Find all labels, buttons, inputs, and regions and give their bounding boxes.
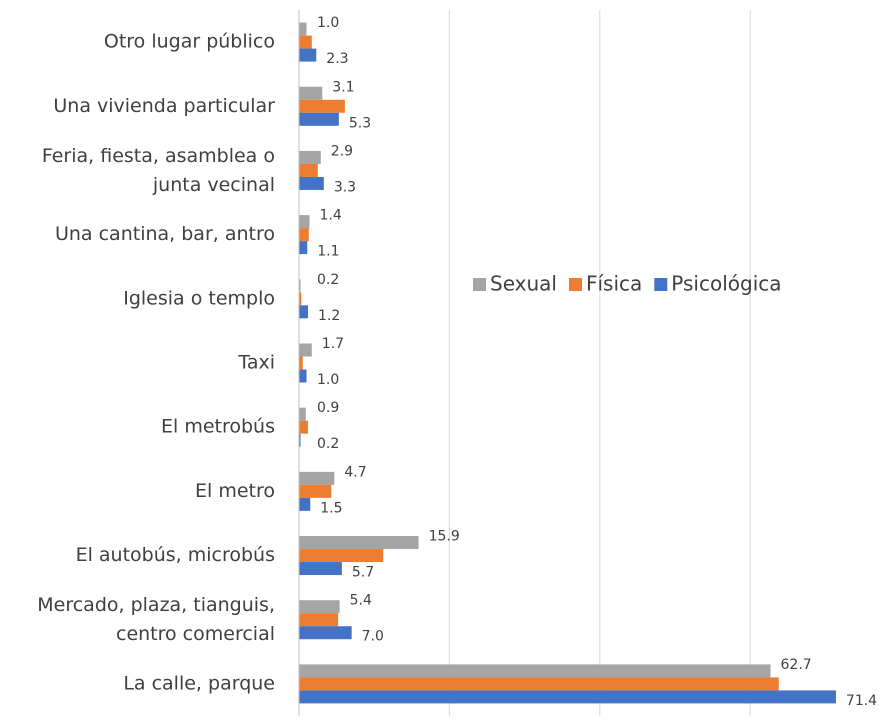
value-label: 1.7 — [322, 336, 344, 352]
bar — [299, 484, 332, 498]
category-label: El metro — [195, 480, 275, 502]
value-label: 1.5 — [320, 500, 342, 516]
value-label: 0.9 — [317, 400, 339, 416]
bar — [299, 35, 312, 49]
value-label: 5.3 — [349, 115, 371, 131]
bar — [299, 150, 321, 164]
bar — [299, 407, 306, 421]
bar — [299, 48, 317, 62]
bar — [299, 228, 309, 242]
value-label: 71.4 — [846, 693, 877, 709]
category-label: Taxi — [237, 352, 275, 374]
value-label: 1.0 — [317, 372, 339, 388]
value-label: 0.2 — [317, 272, 339, 288]
bar — [299, 22, 307, 36]
bar — [299, 369, 307, 383]
category-label: Otro lugar público — [104, 31, 275, 53]
bar — [299, 613, 339, 627]
bar — [299, 99, 345, 113]
value-label: 1.1 — [317, 244, 339, 260]
value-label: 7.0 — [362, 629, 384, 645]
value-label: 1.2 — [318, 308, 340, 324]
bar — [299, 690, 836, 704]
value-label: 1.0 — [317, 15, 339, 31]
category-label: La calle, parque — [123, 672, 275, 694]
legend-label: Física — [586, 272, 642, 296]
bar — [299, 279, 301, 293]
category-line: junta vecinal — [152, 173, 275, 195]
bar — [299, 176, 324, 190]
bar — [299, 549, 384, 563]
bar — [299, 356, 303, 370]
category-label: Mercado, plaza, tianguis, centro comercia… — [37, 594, 275, 645]
bar — [299, 86, 323, 100]
category-line: Mercado, plaza, tianguis, — [37, 594, 275, 616]
bar — [299, 626, 352, 640]
value-label: 15.9 — [429, 529, 460, 545]
category-label: El autobús, microbús — [76, 544, 275, 566]
legend-label: Psicológica — [671, 272, 781, 296]
bar — [299, 471, 335, 485]
bar — [299, 112, 339, 126]
bar — [299, 433, 301, 447]
value-label: 5.7 — [352, 565, 374, 581]
value-label: 1.4 — [320, 208, 342, 224]
category-label: Feria, fiesta, asamblea o junta vecinal — [42, 144, 275, 195]
category-label: Una cantina, bar, antro — [55, 223, 275, 245]
bar — [299, 241, 308, 255]
bar — [299, 343, 312, 357]
legend-swatch — [568, 278, 582, 291]
category-label: El metrobús — [161, 416, 275, 438]
value-label: 3.3 — [334, 179, 356, 195]
bar — [299, 305, 309, 319]
value-label: 3.1 — [332, 79, 354, 95]
bar — [299, 497, 311, 511]
bar — [299, 215, 310, 229]
bar — [299, 536, 419, 550]
bar — [299, 420, 309, 434]
value-label: 4.7 — [344, 464, 366, 480]
bar — [299, 664, 771, 678]
bar — [299, 677, 779, 691]
value-label: 62.7 — [781, 657, 812, 673]
bar — [299, 600, 340, 614]
value-label: 2.3 — [326, 51, 348, 67]
category-label: Iglesia o templo — [123, 287, 275, 309]
category-label: Una vivienda particular — [53, 95, 275, 117]
bar — [299, 292, 302, 306]
value-label: 2.9 — [331, 143, 353, 159]
bar — [299, 163, 318, 177]
legend-label: Sexual — [490, 272, 557, 296]
category-line: centro comercial — [116, 623, 275, 645]
legend-swatch — [654, 278, 668, 291]
legend-swatch — [473, 278, 486, 291]
bar — [299, 562, 342, 576]
value-label: 0.2 — [317, 436, 339, 452]
value-label: 5.4 — [350, 593, 372, 609]
category-line: Feria, fiesta, asamblea o — [42, 144, 275, 166]
